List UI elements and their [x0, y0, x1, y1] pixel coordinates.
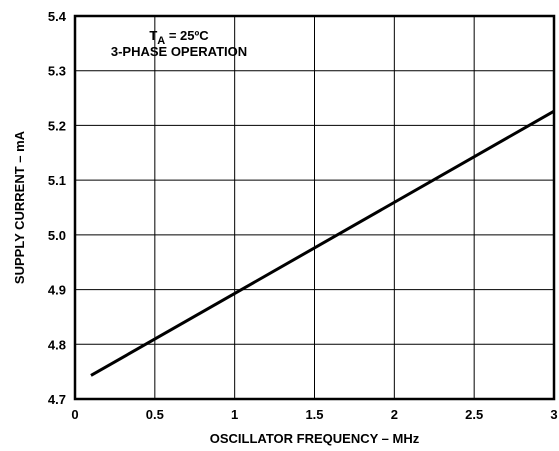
annotation-temp-value: = 25ºC	[165, 28, 209, 43]
annotation-operation: 3-PHASE OPERATION	[111, 44, 247, 59]
x-tick-label: 1	[231, 407, 238, 422]
x-tick-label: 2	[391, 407, 398, 422]
y-tick-label: 5.1	[48, 173, 66, 188]
y-axis-title: SUPPLY CURRENT – mA	[12, 130, 27, 284]
y-tick-labels: 4.7 4.8 4.9 5.0 5.1 5.2 5.3 5.4	[48, 9, 67, 407]
x-tick-labels: 0 0.5 1 1.5 2 2.5 3	[71, 407, 557, 422]
y-tick-label: 5.4	[48, 9, 67, 24]
annotation-box: TA = 25ºC 3-PHASE OPERATION	[111, 28, 247, 59]
y-tick-label: 5.0	[48, 228, 66, 243]
x-tick-label: 2.5	[465, 407, 483, 422]
y-tick-label: 4.8	[48, 337, 66, 352]
series-line	[90, 109, 555, 377]
y-tick-label: 5.2	[48, 118, 66, 133]
plot-frame	[73, 14, 556, 401]
x-tick-label: 3	[550, 407, 557, 422]
x-tick-label: 0.5	[146, 407, 164, 422]
annotation-temp-main: T	[149, 28, 157, 43]
series-layer	[90, 109, 555, 377]
annotation-temperature: TA = 25ºC	[149, 28, 209, 47]
x-tick-label: 0	[71, 407, 78, 422]
y-tick-label: 5.3	[48, 64, 66, 79]
grid-lines	[75, 16, 554, 399]
x-tick-label: 1.5	[305, 407, 323, 422]
annotation-temp-sub: A	[157, 35, 165, 47]
y-tick-label: 4.9	[48, 283, 66, 298]
x-axis-title: OSCILLATOR FREQUENCY – MHz	[210, 431, 420, 446]
y-tick-label: 4.7	[48, 392, 66, 407]
